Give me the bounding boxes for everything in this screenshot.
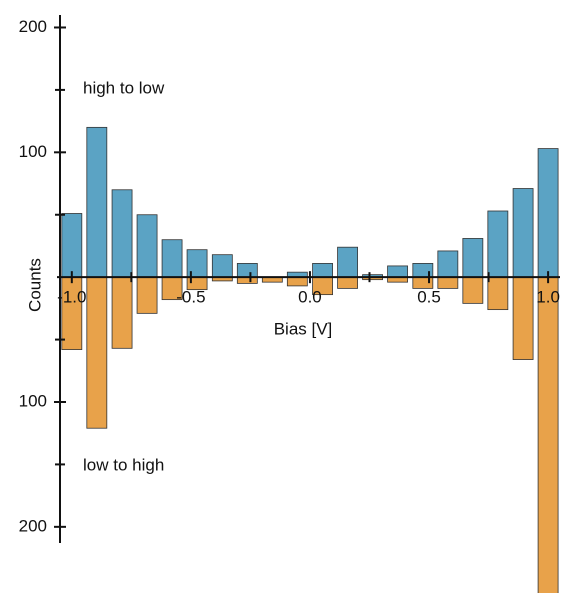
bar bbox=[136, 276, 158, 314]
bar bbox=[337, 276, 358, 289]
y-tick-label: 200 bbox=[19, 516, 47, 535]
x-tick-label: -1.0 bbox=[57, 288, 86, 307]
bar bbox=[86, 126, 108, 278]
annotation: low to high bbox=[83, 455, 164, 474]
bar bbox=[111, 276, 133, 349]
bar bbox=[337, 246, 358, 278]
bar bbox=[537, 148, 559, 278]
bar bbox=[462, 276, 484, 304]
bar bbox=[512, 188, 534, 278]
y-tick-label: 100 bbox=[19, 142, 47, 161]
bar bbox=[437, 250, 459, 278]
bar bbox=[161, 239, 183, 278]
x-tick-label: 0.5 bbox=[417, 288, 441, 307]
x-tick-label: 1.0 bbox=[536, 288, 560, 307]
y-tick-label: 200 bbox=[19, 17, 47, 36]
y-tick-label: 100 bbox=[19, 391, 47, 410]
bar bbox=[61, 213, 83, 278]
bar bbox=[211, 254, 233, 278]
bar bbox=[387, 265, 408, 278]
bar bbox=[312, 263, 333, 278]
y-axis-label: Counts bbox=[25, 258, 44, 312]
bar bbox=[236, 263, 258, 278]
annotation: high to low bbox=[83, 78, 165, 97]
bar bbox=[462, 238, 484, 278]
bar bbox=[512, 276, 534, 360]
x-tick-label: 0.0 bbox=[298, 288, 322, 307]
bar bbox=[487, 276, 509, 311]
x-axis-label: Bias [V] bbox=[274, 319, 333, 338]
bar bbox=[136, 214, 158, 278]
bar bbox=[286, 276, 308, 287]
bar bbox=[111, 189, 133, 278]
bar bbox=[86, 276, 108, 429]
x-tick-label: -0.5 bbox=[176, 288, 205, 307]
bar bbox=[487, 210, 509, 278]
bar bbox=[537, 276, 559, 598]
